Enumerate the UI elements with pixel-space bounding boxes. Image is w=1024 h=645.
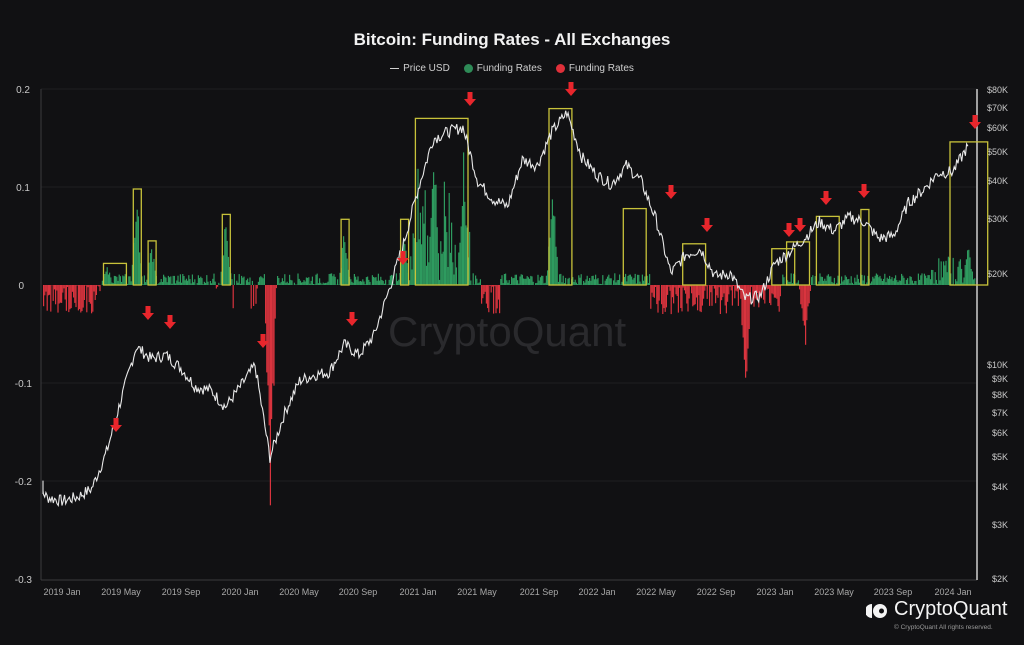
- svg-text:$40K: $40K: [987, 176, 1008, 186]
- down-arrow-icon: [858, 184, 870, 198]
- svg-text:2021 May: 2021 May: [457, 587, 497, 597]
- down-arrow-icon: [701, 218, 713, 232]
- grid: [41, 88, 977, 482]
- svg-text:$50K: $50K: [987, 147, 1008, 157]
- line-swatch-icon: [390, 68, 400, 69]
- down-arrow-icon: [346, 312, 358, 326]
- x-axis-ticks: 2019 Jan 2019 May 2019 Sep 2020 Jan 2020…: [43, 587, 971, 597]
- brand-name: CryptoQuant: [894, 598, 1008, 620]
- svg-text:$9K: $9K: [992, 374, 1008, 384]
- highlight-box: [785, 241, 811, 286]
- down-arrow-icon: [164, 315, 176, 329]
- svg-text:2024 Jan: 2024 Jan: [934, 587, 971, 597]
- svg-text:$80K: $80K: [987, 85, 1008, 95]
- svg-text:2019 Jan: 2019 Jan: [43, 587, 80, 597]
- svg-text:$20K: $20K: [987, 269, 1008, 279]
- svg-text:0.1: 0.1: [16, 183, 30, 194]
- highlight-box: [949, 141, 989, 286]
- down-arrow-icon: [257, 334, 269, 348]
- svg-text:$10K: $10K: [987, 360, 1008, 370]
- svg-text:-0.3: -0.3: [15, 575, 33, 586]
- svg-text:2023 May: 2023 May: [814, 587, 854, 597]
- svg-text:2020 Sep: 2020 Sep: [339, 587, 378, 597]
- svg-text:$3K: $3K: [992, 520, 1008, 530]
- highlight-box: [622, 207, 647, 286]
- highlight-box: [132, 188, 142, 286]
- svg-text:$6K: $6K: [992, 428, 1008, 438]
- svg-text:$30K: $30K: [987, 214, 1008, 224]
- down-arrow-icon: [783, 223, 795, 237]
- highlight-box: [414, 117, 469, 286]
- legend-label: Price USD: [403, 63, 450, 74]
- svg-text:2022 Jan: 2022 Jan: [578, 587, 615, 597]
- chart-title: Bitcoin: Funding Rates - All Exchanges: [353, 30, 671, 49]
- highlight-box: [221, 213, 231, 286]
- down-arrow-icon: [565, 82, 577, 96]
- svg-text:$5K: $5K: [992, 452, 1008, 462]
- highlight-boxes: [102, 107, 989, 286]
- down-arrow-icon: [110, 418, 122, 432]
- down-arrow-icon: [820, 191, 832, 205]
- svg-text:2019 Sep: 2019 Sep: [162, 587, 201, 597]
- svg-text:2019 May: 2019 May: [101, 587, 141, 597]
- down-arrow-icon: [397, 251, 409, 265]
- highlight-box: [860, 208, 870, 286]
- green-dot-icon: [463, 64, 473, 73]
- down-arrow-icon: [142, 306, 154, 320]
- down-arrow-icon: [969, 115, 981, 129]
- highlight-box: [815, 215, 840, 286]
- svg-text:2023 Sep: 2023 Sep: [874, 587, 913, 597]
- svg-text:$7K: $7K: [992, 408, 1008, 418]
- svg-text:2021 Jan: 2021 Jan: [399, 587, 436, 597]
- svg-text:2022 May: 2022 May: [636, 587, 676, 597]
- svg-text:-0.2: -0.2: [15, 477, 33, 488]
- highlight-box: [102, 262, 128, 286]
- down-arrow-icon: [794, 218, 806, 232]
- svg-text:2021 Sep: 2021 Sep: [520, 587, 559, 597]
- price-line: [42, 110, 969, 508]
- legend-item-funding-negative[interactable]: Funding Rates: [555, 63, 634, 74]
- right-axis-ticks: $80K $70K $60K $50K $40K $30K $20K $10K …: [987, 85, 1008, 584]
- svg-text:0: 0: [18, 281, 24, 292]
- down-arrow-icon: [665, 185, 677, 199]
- copyright: © CryptoQuant All rights reserved.: [894, 624, 993, 631]
- svg-text:2020 Jan: 2020 Jan: [221, 587, 258, 597]
- svg-text:$70K: $70K: [987, 103, 1008, 113]
- svg-text:$60K: $60K: [987, 123, 1008, 133]
- legend: Price USD Funding Rates Funding Rates: [0, 63, 1024, 74]
- svg-text:2023 Jan: 2023 Jan: [756, 587, 793, 597]
- cryptoquant-logo-icon: [865, 602, 888, 618]
- legend-item-funding-positive[interactable]: Funding Rates: [463, 63, 542, 74]
- brand-logo[interactable]: CryptoQuant: [865, 598, 1008, 621]
- legend-item-price[interactable]: Price USD: [390, 63, 450, 74]
- legend-label: Funding Rates: [476, 63, 542, 74]
- red-dot-icon: [555, 64, 565, 73]
- svg-text:2022 Sep: 2022 Sep: [697, 587, 736, 597]
- svg-text:0.2: 0.2: [16, 85, 30, 96]
- svg-text:$2K: $2K: [992, 574, 1008, 584]
- svg-text:2020 May: 2020 May: [279, 587, 319, 597]
- legend-label: Funding Rates: [568, 63, 634, 74]
- highlight-box: [548, 107, 573, 286]
- peak-arrows: [110, 82, 981, 432]
- highlight-box: [682, 243, 707, 286]
- watermark: CryptoQuant: [388, 308, 627, 355]
- svg-text:$8K: $8K: [992, 390, 1008, 400]
- highlight-box: [147, 240, 157, 286]
- down-arrow-icon: [464, 92, 476, 106]
- left-axis-ticks: 0.2 0.1 0 -0.1 -0.2 -0.3: [15, 85, 33, 586]
- svg-text:-0.1: -0.1: [15, 379, 33, 390]
- svg-text:$4K: $4K: [992, 482, 1008, 492]
- highlight-box: [340, 218, 350, 286]
